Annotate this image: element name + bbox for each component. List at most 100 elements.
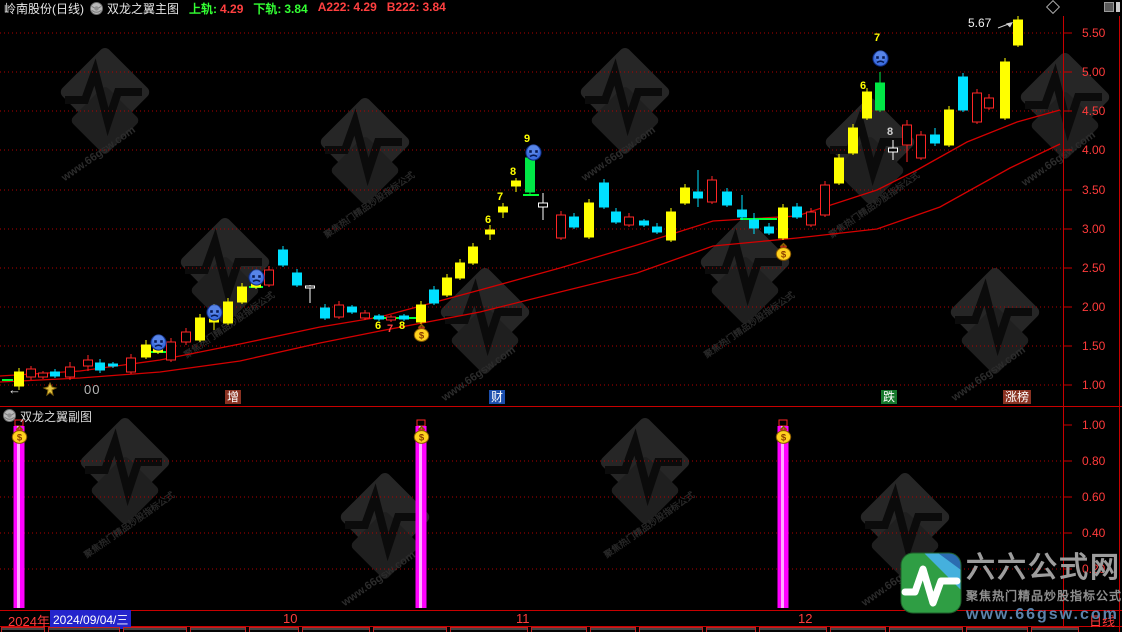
year-label: 2024年: [8, 614, 50, 629]
candle: [639, 220, 649, 226]
watermark-logo: [300, 80, 430, 215]
selected-date: 2024/09/04/三: [50, 610, 132, 629]
candle: [278, 249, 288, 266]
candle: [1000, 61, 1010, 119]
logo-url: www.66gsw.com: [966, 606, 1119, 623]
candle: [902, 124, 912, 146]
sub-chart-title: 双龙之翼副图: [3, 408, 92, 425]
candle: [429, 289, 439, 304]
toolbar-cell[interactable]: [48, 627, 120, 632]
candle: [584, 202, 594, 238]
indicator-icon: [90, 1, 103, 15]
candle: [195, 317, 205, 341]
candle: [347, 306, 357, 313]
toolbar-cell[interactable]: [966, 627, 1028, 632]
callout-arrow-head: [1006, 22, 1013, 28]
candle: [525, 157, 535, 193]
left-arrow-icon: ←: [8, 382, 21, 397]
candle: [14, 371, 24, 387]
month-label: 11: [516, 611, 530, 626]
period-label: 日线: [1089, 614, 1116, 629]
watermark-logo: [320, 455, 450, 590]
logo-name: 六六公式网: [966, 552, 1122, 584]
toolbar-cell[interactable]: [759, 627, 827, 632]
candle: [652, 226, 662, 233]
field-value: 3.84: [284, 1, 308, 16]
candle: [485, 229, 495, 235]
candle: [569, 216, 579, 228]
candle: [538, 202, 548, 208]
candle: [251, 272, 261, 288]
candle: [556, 214, 566, 239]
candle: [611, 211, 621, 223]
logo-slogan: 聚焦热门精品炒股指标公式: [966, 589, 1122, 603]
date-axis: 2024年 2024/09/04/三 日线 10 11 12: [0, 610, 1122, 629]
candle: [26, 368, 36, 378]
candle: [862, 91, 872, 119]
candle: [141, 344, 151, 358]
watermark-logo: [580, 400, 710, 535]
watermark-logo: [930, 250, 1060, 385]
candle: [108, 363, 118, 367]
toolbar-cell[interactable]: [639, 627, 703, 632]
month-label: 12: [798, 611, 813, 626]
field-label: B222:: [386, 0, 420, 14]
candle: [264, 269, 274, 286]
site-logo: 六六公式网 聚焦热门精品炒股指标公式 www.66gsw.com: [900, 552, 1122, 628]
signal-bar-highlight: [419, 426, 422, 608]
toolbar-cell[interactable]: [123, 627, 187, 632]
indicator-field: A222: 4.29: [318, 0, 377, 17]
candle: [126, 357, 136, 373]
toolbar-cell[interactable]: [190, 627, 246, 632]
candle: [455, 262, 465, 279]
candle: [38, 372, 48, 378]
toolbar-cell[interactable]: [249, 627, 299, 632]
toolbar-cell[interactable]: [302, 627, 370, 632]
candle: [511, 180, 521, 187]
toolbar-cell[interactable]: [590, 627, 636, 632]
marker-value: 00: [84, 382, 101, 397]
toolbar-cell[interactable]: [531, 627, 587, 632]
window-layout-icon[interactable]: [1104, 2, 1120, 12]
sub-indicator-label: 双龙之翼副图: [20, 410, 93, 424]
toolbar-cell[interactable]: [706, 627, 756, 632]
candle: [888, 147, 898, 153]
candle: [360, 312, 370, 319]
toolbar-cell[interactable]: [450, 627, 528, 632]
toolbar-cell[interactable]: [889, 627, 963, 632]
watermark-logo: [805, 80, 935, 215]
candle: [181, 331, 191, 343]
signal-bar-highlight: [781, 426, 784, 608]
toolbar-cell[interactable]: [1031, 627, 1079, 632]
candle: [707, 179, 717, 203]
stock-title: 岭南股份(日线): [4, 1, 84, 16]
candle: [498, 206, 508, 213]
toolbar-cell[interactable]: [830, 627, 886, 632]
candle: [680, 187, 690, 204]
candle: [50, 371, 60, 377]
candle: [944, 109, 954, 146]
logo-icon: [900, 552, 962, 628]
indicator-title: 双龙之翼主图: [107, 1, 180, 16]
candle: [386, 316, 396, 321]
field-label: A222:: [317, 0, 351, 14]
candle: [468, 246, 478, 264]
toolbar-cell[interactable]: [1, 627, 45, 632]
toolbar-cell[interactable]: [373, 627, 447, 632]
field-label: 下轨:: [253, 1, 282, 16]
candle: [916, 134, 926, 159]
candle: [65, 366, 75, 378]
watermark-logo: [60, 400, 190, 535]
candle: [749, 219, 759, 229]
candle: [666, 211, 676, 241]
diamond-icon[interactable]: [1045, 0, 1061, 15]
candle: [972, 92, 982, 123]
field-value: 3.84: [422, 0, 446, 14]
candle: [292, 272, 302, 286]
watermark-logo: [420, 250, 550, 385]
candle: [209, 307, 219, 323]
candle: [875, 82, 885, 111]
candle: [95, 362, 105, 371]
indicator-field: 上轨: 4.29: [189, 0, 243, 17]
